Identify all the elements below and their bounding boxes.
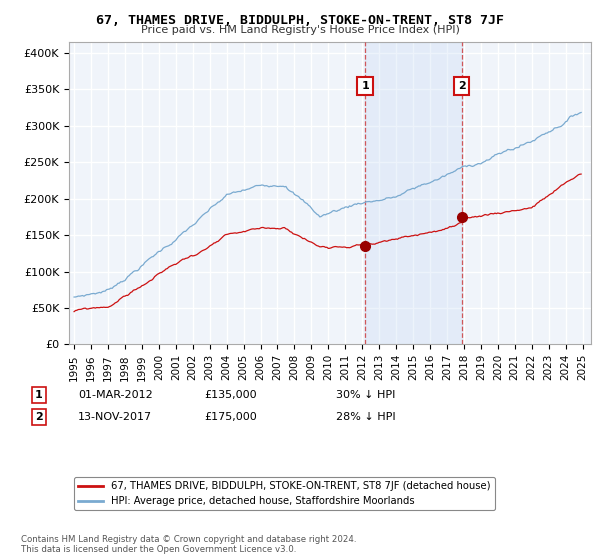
Text: 28% ↓ HPI: 28% ↓ HPI (336, 412, 395, 422)
Text: Price paid vs. HM Land Registry's House Price Index (HPI): Price paid vs. HM Land Registry's House … (140, 25, 460, 35)
Text: 2: 2 (35, 412, 43, 422)
Bar (365, 42, 461, 344)
Text: 01-MAR-2012: 01-MAR-2012 (78, 390, 153, 400)
Text: 13-NOV-2017: 13-NOV-2017 (78, 412, 152, 422)
Legend: 67, THAMES DRIVE, BIDDULPH, STOKE-ON-TRENT, ST8 7JF (detached house), HPI: Avera: 67, THAMES DRIVE, BIDDULPH, STOKE-ON-TRE… (74, 477, 494, 510)
Text: Contains HM Land Registry data © Crown copyright and database right 2024.
This d: Contains HM Land Registry data © Crown c… (21, 535, 356, 554)
Text: 67, THAMES DRIVE, BIDDULPH, STOKE-ON-TRENT, ST8 7JF: 67, THAMES DRIVE, BIDDULPH, STOKE-ON-TRE… (96, 14, 504, 27)
Text: 30% ↓ HPI: 30% ↓ HPI (336, 390, 395, 400)
Text: £175,000: £175,000 (204, 412, 257, 422)
Text: 1: 1 (35, 390, 43, 400)
Text: 2: 2 (458, 81, 466, 91)
Text: 1: 1 (361, 81, 369, 91)
Text: £135,000: £135,000 (204, 390, 257, 400)
